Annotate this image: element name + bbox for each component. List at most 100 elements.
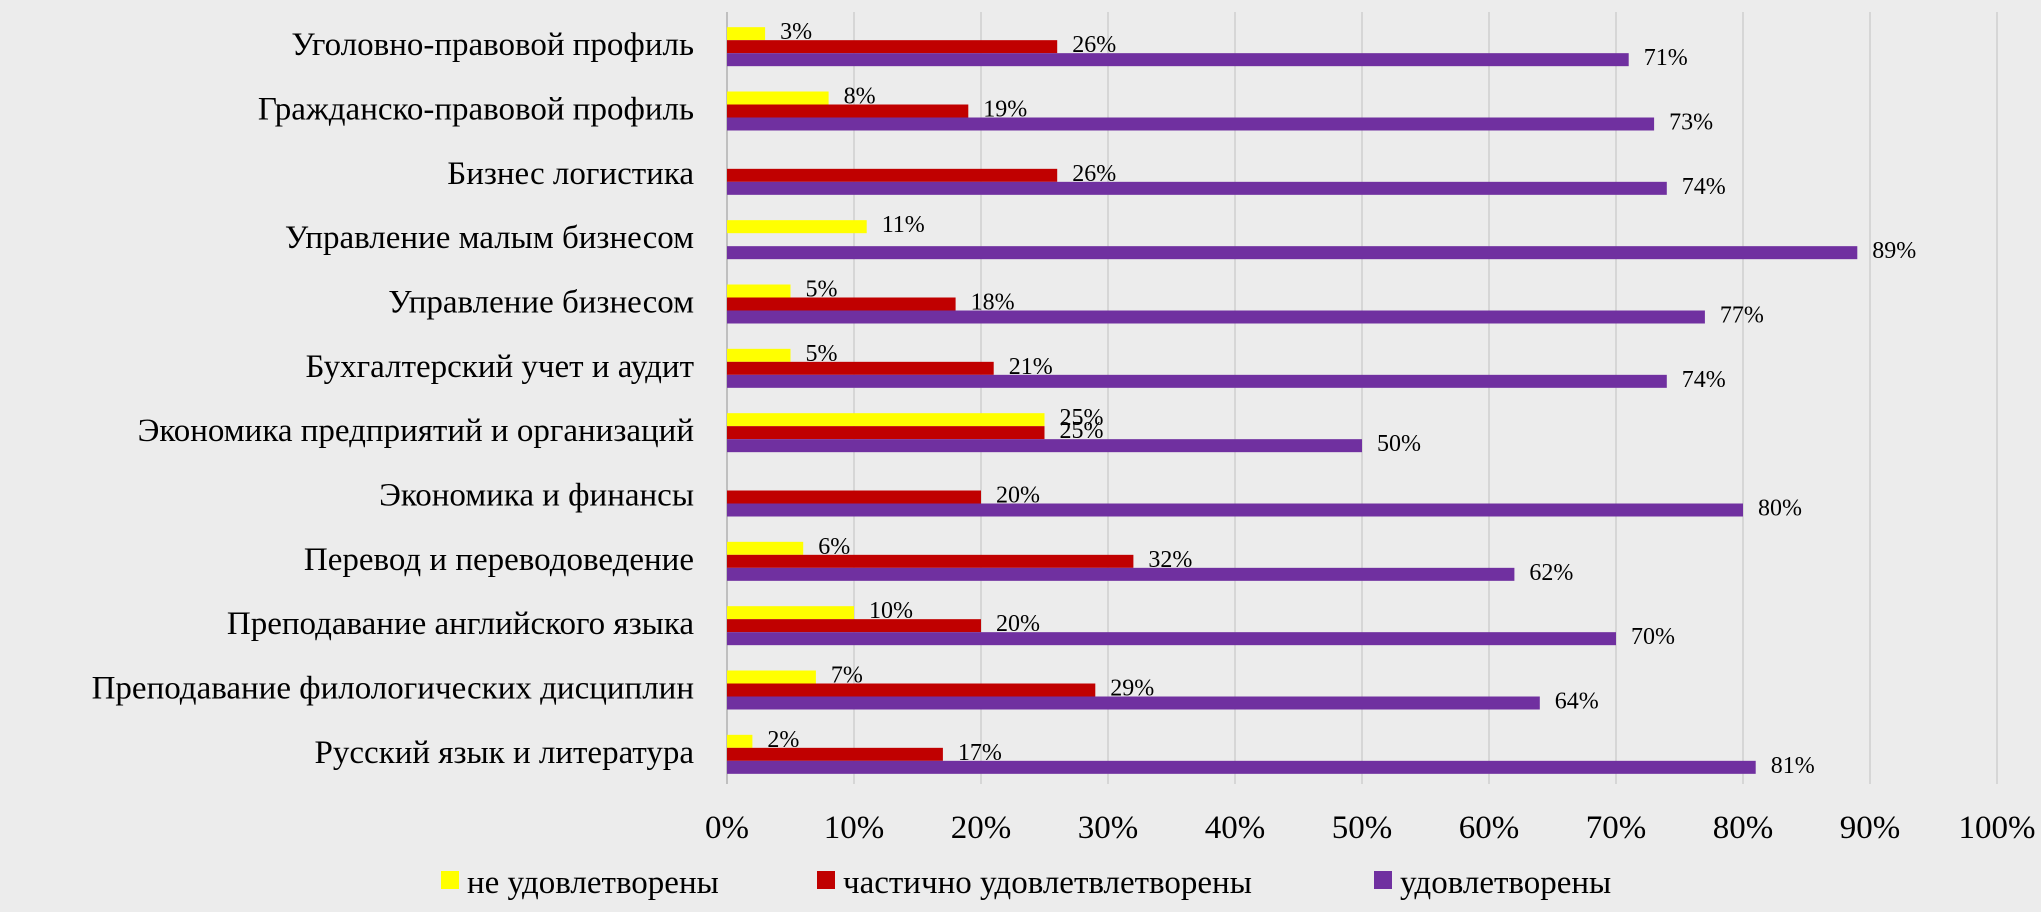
data-label: 11%	[882, 212, 925, 238]
category-label: Экономика и финансы	[379, 478, 694, 514]
data-label: 7%	[831, 663, 863, 689]
bar	[727, 246, 1858, 260]
data-label: 20%	[996, 611, 1040, 637]
category-label: Управление малым бизнесом	[285, 220, 694, 256]
legend-label: частично удовлетвлетворены	[843, 865, 1252, 901]
data-label: 89%	[1872, 238, 1916, 264]
data-label: 71%	[1644, 45, 1688, 71]
data-label: 21%	[1009, 354, 1053, 380]
bar	[727, 760, 1756, 774]
bar	[727, 284, 791, 298]
category-label: Бухгалтерский учет и аудит	[306, 349, 694, 385]
legend-swatch	[817, 871, 835, 889]
category-label: Управление бизнесом	[388, 285, 694, 321]
data-label: 70%	[1631, 624, 1675, 650]
bar	[727, 439, 1362, 453]
data-label: 50%	[1377, 431, 1421, 457]
data-label: 25%	[1060, 405, 1104, 431]
data-label: 77%	[1720, 303, 1764, 329]
x-tick-label: 40%	[1205, 810, 1266, 846]
x-tick-label: 60%	[1459, 810, 1520, 846]
data-label: 74%	[1682, 367, 1726, 393]
data-label: 20%	[996, 483, 1040, 509]
legend-swatch	[1374, 871, 1392, 889]
data-label: 10%	[869, 598, 913, 624]
category-label: Бизнес логистика	[447, 156, 694, 192]
bar	[727, 374, 1667, 388]
data-label: 3%	[780, 19, 812, 45]
category-label: Преподавание английского языка	[227, 606, 694, 642]
bar	[727, 91, 829, 105]
bar	[727, 696, 1540, 710]
data-label: 5%	[806, 341, 838, 367]
bar	[727, 220, 867, 234]
data-label: 32%	[1148, 547, 1192, 573]
data-label: 8%	[844, 84, 876, 110]
bar	[727, 541, 804, 555]
category-label: Преподавание филологических дисциплин	[92, 671, 694, 707]
bar	[727, 503, 1743, 517]
data-label: 18%	[971, 290, 1015, 316]
bar	[727, 53, 1629, 67]
bar	[727, 27, 766, 41]
data-label: 80%	[1758, 496, 1802, 522]
data-label: 81%	[1771, 753, 1815, 779]
bar	[727, 310, 1705, 324]
data-label: 62%	[1529, 560, 1573, 586]
bar	[727, 297, 956, 311]
x-tick-label: 50%	[1332, 810, 1393, 846]
bar	[727, 40, 1058, 54]
bar	[727, 747, 943, 761]
bars	[727, 27, 1858, 774]
bar	[727, 426, 1045, 440]
data-label: 74%	[1682, 174, 1726, 200]
data-label: 19%	[983, 97, 1027, 123]
gridlines	[726, 12, 1998, 784]
category-label: Гражданско-правовой профиль	[258, 92, 694, 128]
category-label: Экономика предприятий и организаций	[138, 413, 694, 449]
legend-item: удовлетворены	[1374, 865, 1611, 901]
x-tick-label: 80%	[1713, 810, 1774, 846]
legend-label: не удовлетворены	[467, 865, 719, 901]
bar	[727, 606, 854, 620]
x-tick-label: 10%	[824, 810, 885, 846]
x-tick-label: 20%	[951, 810, 1012, 846]
bar	[727, 683, 1096, 697]
bar	[727, 734, 753, 748]
category-label: Русский язык и литература	[315, 735, 695, 771]
bar	[727, 104, 969, 118]
x-tick-label: 100%	[1959, 810, 2036, 846]
bar	[727, 490, 981, 504]
bar	[727, 413, 1045, 427]
bar	[727, 619, 981, 633]
legend: не удовлетворены частично удовлетвлетворе…	[441, 865, 1611, 901]
data-label: 17%	[958, 740, 1002, 766]
bar	[727, 632, 1616, 646]
bar	[727, 554, 1134, 568]
data-label: 64%	[1555, 689, 1599, 715]
value-axis: 0% 10% 20% 30% 40% 50% 60% 70% 80% 90% 100%	[705, 810, 2036, 846]
data-label: 25%	[1060, 418, 1104, 444]
data-labels: 3% 26% 71% 8% 19% 73% 26% 74% 11% 89% 5% 18% 77% 5% 21…	[767, 19, 1916, 779]
bar	[727, 168, 1058, 182]
x-tick-label: 0%	[705, 810, 749, 846]
data-label: 26%	[1072, 161, 1116, 187]
bar	[727, 348, 791, 362]
legend-label: удовлетворены	[1400, 865, 1611, 901]
x-tick-label: 70%	[1586, 810, 1647, 846]
legend-swatch	[441, 871, 459, 889]
x-tick-label: 90%	[1840, 810, 1901, 846]
category-label: Перевод и переводоведение	[304, 542, 694, 578]
category-axis: Уголовно-правовой профиль Гражданско-прав…	[92, 27, 695, 771]
bar	[727, 117, 1655, 131]
data-label: 6%	[818, 534, 850, 560]
category-label: Уголовно-правовой профиль	[291, 27, 694, 63]
data-label: 2%	[767, 727, 799, 753]
bar	[727, 567, 1515, 581]
bar	[727, 361, 994, 375]
x-tick-label: 30%	[1078, 810, 1139, 846]
data-label: 26%	[1072, 32, 1116, 58]
legend-item: частично удовлетвлетворены	[817, 865, 1252, 901]
